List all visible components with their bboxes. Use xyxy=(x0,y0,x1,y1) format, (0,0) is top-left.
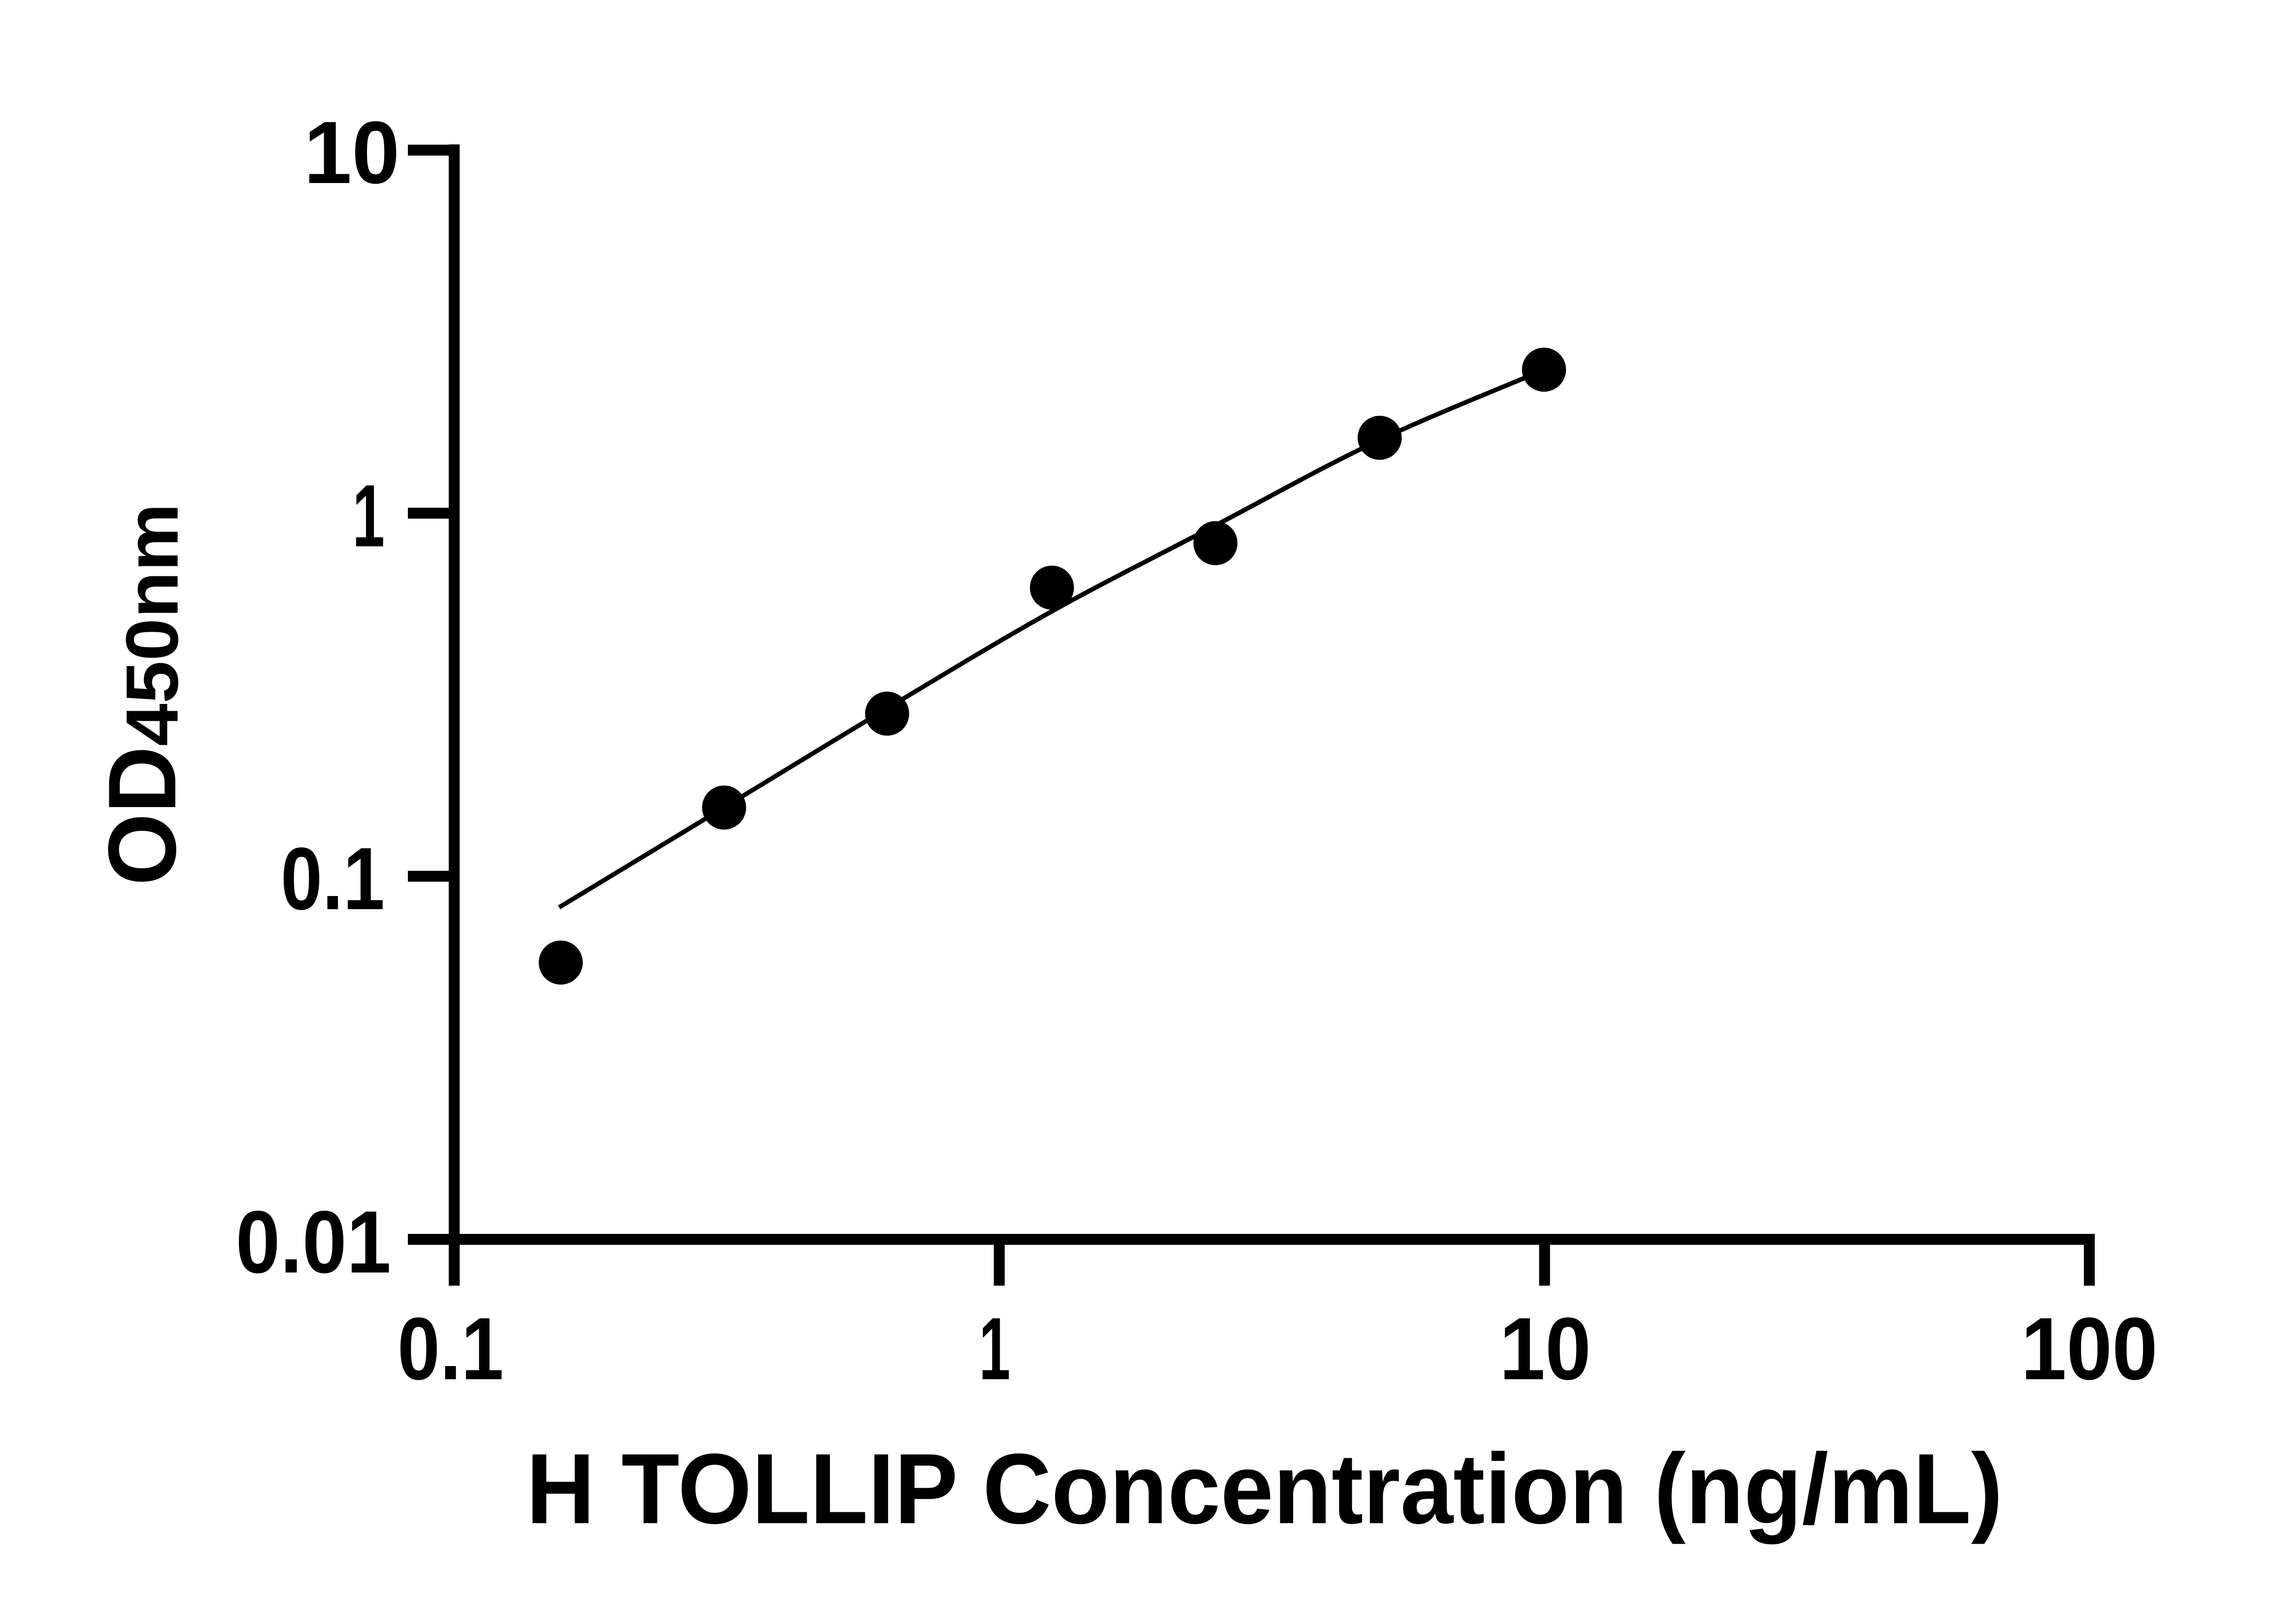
svg-text:0.01: 0.01 xyxy=(236,1193,391,1292)
svg-text:1: 1 xyxy=(979,1299,1011,1398)
svg-text:1: 1 xyxy=(352,466,385,565)
svg-text:100: 100 xyxy=(2021,1299,2158,1398)
svg-text:H TOLLIP Concentration (ng/mL): H TOLLIP Concentration (ng/mL) xyxy=(526,1433,2003,1545)
svg-text:10: 10 xyxy=(1499,1299,1591,1398)
svg-text:0.1: 0.1 xyxy=(397,1299,504,1398)
svg-text:0.1: 0.1 xyxy=(281,829,385,928)
svg-text:10: 10 xyxy=(304,103,400,202)
svg-text:OD450nm: OD450nm xyxy=(88,503,196,886)
